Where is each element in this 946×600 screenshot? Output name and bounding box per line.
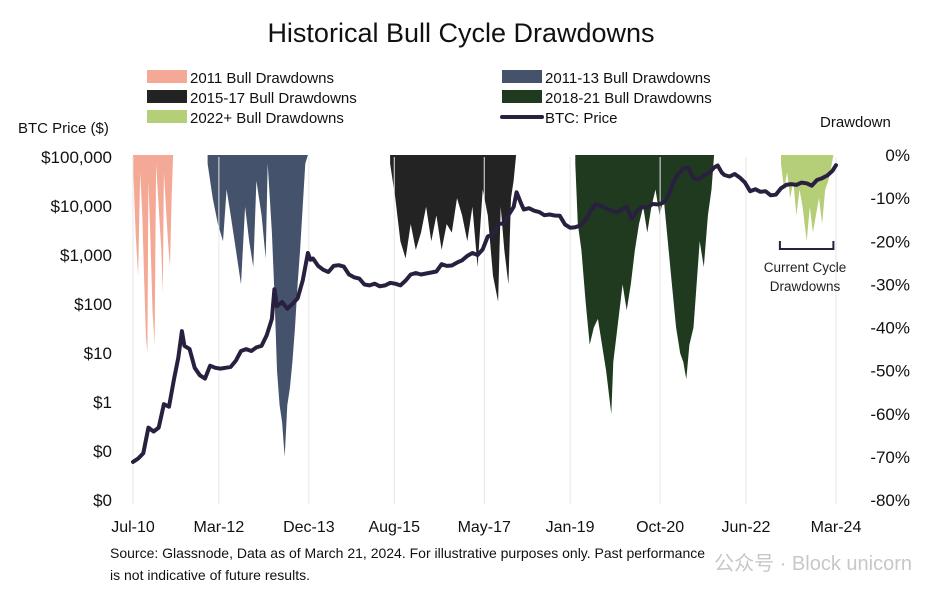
- left-axis-title: BTC Price ($): [18, 120, 109, 137]
- annotation-line2: Drawdowns: [770, 279, 841, 294]
- drawdown-area: [781, 155, 834, 242]
- legend-swatch: [147, 70, 187, 83]
- current-cycle-annotation: Current Cycle Drawdowns: [764, 241, 847, 294]
- left-tick-label: $0: [93, 491, 112, 510]
- right-tick-label: 0%: [885, 146, 910, 165]
- chart-title: Historical Bull Cycle Drawdowns: [267, 18, 654, 48]
- annotation-bracket: [778, 241, 835, 250]
- x-tick-label: Mar-24: [811, 519, 862, 536]
- left-tick-label: $10,000: [51, 197, 112, 216]
- drawdown-areas: [133, 155, 834, 457]
- legend-item: 2011 Bull Drawdowns: [147, 70, 334, 87]
- legend-label: 2015-17 Bull Drawdowns: [190, 90, 357, 107]
- left-tick-label: $0: [93, 442, 112, 461]
- left-axis-ticks: $100,000 $10,000 $1,000 $100 $10 $1 $0 $0: [41, 148, 112, 510]
- footnote-line1: Source: Glassnode, Data as of March 21, …: [110, 545, 705, 561]
- legend-label: 2022+ Bull Drawdowns: [190, 110, 344, 127]
- legend-label: 2011 Bull Drawdowns: [190, 70, 334, 87]
- right-tick-label: -40%: [870, 319, 910, 338]
- legend-swatch: [147, 90, 187, 103]
- x-tick-label: Mar-12: [194, 519, 245, 536]
- right-tick-label: -10%: [870, 189, 910, 208]
- x-tick-label: Jul-10: [111, 519, 155, 536]
- legend-swatch: [147, 110, 187, 123]
- left-tick-label: $1,000: [60, 246, 112, 265]
- right-tick-label: -20%: [870, 232, 910, 251]
- x-tick-label: Oct-20: [636, 519, 684, 536]
- right-axis-title: Drawdown: [820, 114, 891, 131]
- btc-price-line: [131, 163, 838, 464]
- x-tick-label: Aug-15: [368, 519, 420, 536]
- annotation-line1: Current Cycle: [764, 260, 847, 275]
- plot-area: [131, 155, 838, 504]
- legend-item: BTC: Price: [500, 110, 618, 127]
- legend-swatch: [502, 70, 542, 83]
- right-tick-label: -60%: [870, 405, 910, 424]
- legend: 2011 Bull Drawdowns 2011-13 Bull Drawdown…: [147, 70, 712, 127]
- left-tick-label: $10: [84, 344, 112, 363]
- left-tick-label: $100: [74, 295, 112, 314]
- legend-item: 2022+ Bull Drawdowns: [147, 110, 344, 127]
- x-tick-label: May-17: [458, 519, 511, 536]
- legend-label: 2011-13 Bull Drawdowns: [545, 70, 711, 87]
- legend-label: BTC: Price: [545, 110, 618, 127]
- right-tick-label: -80%: [870, 491, 910, 510]
- legend-swatch: [502, 90, 542, 103]
- x-tick-label: Dec-13: [283, 519, 335, 536]
- x-tick-label: Jan-19: [546, 519, 595, 536]
- legend-item: 2015-17 Bull Drawdowns: [147, 90, 357, 107]
- watermark: 公众号 · Block unicorn: [714, 552, 912, 575]
- right-tick-label: -50%: [870, 362, 910, 381]
- footnote-line2: is not indicative of future results.: [110, 567, 310, 583]
- right-tick-label: -70%: [870, 448, 910, 467]
- left-tick-label: $100,000: [41, 148, 112, 167]
- right-tick-label: -30%: [870, 275, 910, 294]
- right-axis-ticks: 0% -10% -20% -30% -40% -50% -60% -70% -80%: [870, 146, 910, 510]
- x-axis-ticks: Jul-10 Mar-12 Dec-13 Aug-15 May-17 Jan-19 Oct-…: [111, 519, 861, 536]
- drawdown-area: [575, 155, 715, 414]
- legend-item: 2018-21 Bull Drawdowns: [502, 90, 712, 107]
- x-tick-label: Jun-22: [722, 519, 771, 536]
- left-tick-label: $1: [93, 393, 112, 412]
- legend-item: 2011-13 Bull Drawdowns: [502, 70, 711, 87]
- drawdown-area: [133, 155, 174, 354]
- legend-label: 2018-21 Bull Drawdowns: [545, 90, 712, 107]
- drawdown-area: [207, 155, 308, 457]
- x-gridlines: [132, 157, 837, 504]
